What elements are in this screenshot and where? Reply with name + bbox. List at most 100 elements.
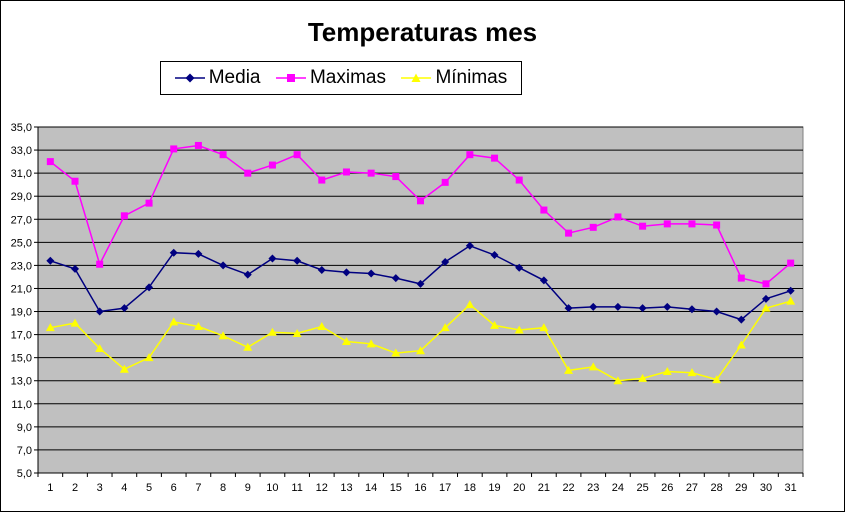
data-point-m-nimas — [539, 323, 549, 332]
y-tick-label: 23,0 — [11, 260, 32, 272]
x-tick-label: 17 — [439, 482, 451, 494]
y-tick-label: 13,0 — [11, 376, 32, 388]
chart-legend: Media Maximas Mínimas — [160, 61, 522, 95]
data-point-maximas — [293, 151, 301, 159]
data-point-media — [71, 264, 80, 273]
x-tick-label: 18 — [464, 482, 476, 494]
data-point-maximas — [491, 154, 499, 162]
legend-label-maximas: Maximas — [309, 67, 386, 88]
x-tick-label: 16 — [414, 482, 426, 494]
data-point-maximas — [762, 280, 770, 288]
x-tick-label: 2 — [72, 482, 78, 494]
legend-item-maximas: Maximas — [275, 67, 386, 89]
data-point-m-nimas — [119, 364, 129, 373]
x-tick-label: 6 — [171, 482, 177, 494]
x-tick-label: 11 — [291, 482, 302, 494]
data-point-media — [465, 241, 474, 250]
x-tick-label: 22 — [562, 482, 574, 494]
data-point-maximas — [219, 151, 227, 159]
y-tick-label: 17,0 — [11, 330, 32, 342]
data-point-media — [317, 266, 326, 275]
data-point-maximas — [417, 197, 424, 205]
data-point-m-nimas — [588, 362, 598, 371]
data-point-media — [293, 256, 302, 265]
data-point-maximas — [46, 158, 54, 166]
data-point-media — [46, 256, 55, 265]
data-point-media — [712, 307, 721, 316]
y-tick-label: 35,0 — [11, 122, 32, 134]
data-point-maximas — [71, 177, 79, 185]
y-tick-label: 11,0 — [11, 399, 32, 411]
data-point-media — [145, 283, 154, 292]
data-point-maximas — [96, 260, 104, 268]
x-tick-label: 28 — [711, 482, 723, 494]
data-point-m-nimas — [687, 368, 697, 377]
data-point-m-nimas — [712, 375, 722, 384]
data-point-media — [441, 257, 450, 266]
data-point-m-nimas — [267, 327, 277, 336]
legend-swatch-media — [174, 73, 205, 83]
x-tick-label: 5 — [146, 482, 152, 494]
data-point-m-nimas — [341, 337, 351, 346]
data-point-maximas — [787, 259, 795, 267]
data-point-m-nimas — [490, 320, 500, 329]
data-point-maximas — [614, 213, 622, 221]
data-point-media — [243, 270, 252, 279]
x-tick-label: 29 — [735, 482, 747, 494]
data-point-m-nimas — [193, 322, 203, 331]
x-tick-label: 30 — [760, 482, 772, 494]
data-point-m-nimas — [366, 339, 376, 348]
data-point-maximas — [120, 212, 128, 220]
y-tick-label: 19,0 — [11, 307, 32, 319]
x-tick-label: 14 — [365, 482, 377, 494]
data-point-m-nimas — [786, 296, 796, 305]
data-point-m-nimas — [317, 322, 327, 331]
data-point-media — [539, 276, 548, 285]
legend-item-minimas: Mínimas — [401, 67, 507, 89]
data-point-m-nimas — [292, 328, 302, 337]
data-point-maximas — [713, 221, 721, 229]
x-tick-label: 21 — [538, 482, 550, 494]
data-point-m-nimas — [144, 353, 154, 362]
x-tick-label: 3 — [97, 482, 103, 494]
data-point-media — [416, 279, 425, 288]
x-tick-label: 1 — [47, 482, 53, 494]
x-tick-label: 8 — [220, 482, 226, 494]
data-point-m-nimas — [761, 303, 771, 312]
data-point-m-nimas — [736, 340, 746, 349]
data-point-maximas — [737, 274, 745, 282]
data-point-media — [268, 254, 277, 263]
legend-item-media: Media — [174, 67, 261, 89]
x-tick-label: 10 — [266, 482, 278, 494]
data-point-media — [737, 315, 746, 324]
legend-swatch-maximas — [275, 74, 306, 82]
data-point-m-nimas — [169, 317, 179, 326]
x-tick-label: 12 — [316, 482, 328, 494]
y-tick-label: 15,0 — [11, 353, 32, 365]
data-point-media — [515, 263, 524, 272]
x-tick-label: 27 — [686, 482, 698, 494]
x-tick-label: 20 — [513, 482, 525, 494]
x-tick-label: 26 — [661, 482, 673, 494]
data-point-m-nimas — [514, 325, 524, 334]
data-point-media — [367, 269, 376, 278]
legend-label-media: Media — [208, 67, 261, 88]
data-point-maximas — [170, 145, 178, 153]
data-point-maximas — [441, 178, 449, 186]
x-tick-label: 15 — [390, 482, 402, 494]
y-tick-label: 31,0 — [11, 168, 32, 180]
y-tick-label: 21,0 — [11, 283, 32, 295]
data-point-maximas — [268, 161, 276, 169]
data-point-m-nimas — [416, 346, 425, 355]
x-tick-label: 4 — [121, 482, 127, 494]
x-tick-label: 7 — [195, 482, 201, 494]
data-point-maximas — [639, 222, 647, 230]
data-point-maximas — [540, 206, 548, 214]
x-tick-label: 23 — [587, 482, 599, 494]
data-point-media — [490, 251, 499, 260]
data-point-maximas — [194, 141, 202, 149]
data-point-maximas — [589, 223, 597, 231]
x-tick-label: 24 — [612, 482, 624, 494]
y-tick-label: 33,0 — [11, 145, 32, 157]
